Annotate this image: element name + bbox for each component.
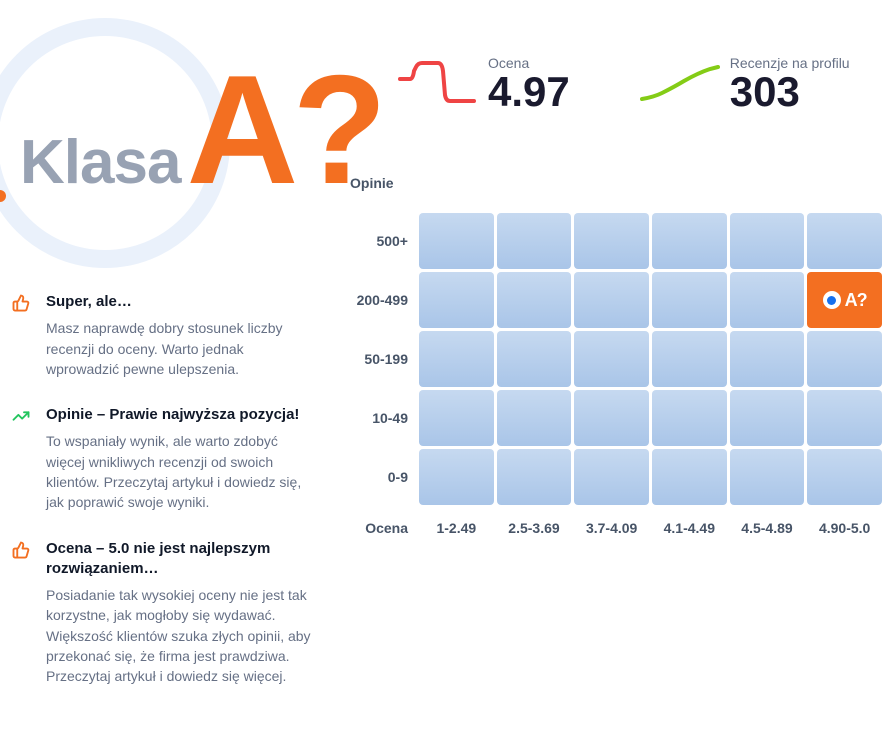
chart-row-label: 500+	[334, 233, 416, 249]
chart-spacer	[334, 170, 882, 210]
hero-klasa-label: Klasa	[20, 127, 180, 198]
thumbs-up-icon	[12, 292, 32, 379]
chart-cell	[497, 272, 572, 328]
chart-row-label: 200-499	[334, 292, 416, 308]
chart-col-label: 1-2.49	[419, 520, 494, 536]
chart-cell	[730, 390, 805, 446]
chart-cell	[419, 449, 494, 505]
chart-cell	[419, 272, 494, 328]
metric-score-value: 4.97	[488, 71, 570, 113]
thumbs-up-icon	[12, 539, 32, 687]
metric-reviews: Recenzje na profilu 303	[640, 55, 850, 113]
chart-cell	[652, 390, 727, 446]
insight-item: Super, ale… Masz naprawdę dobry stosunek …	[12, 292, 312, 379]
chart-cell: A?	[807, 272, 882, 328]
chart-cell	[807, 331, 882, 387]
chart-grid: 500+ 200-499 A? 50-199 10-49 0-9 Ocena1-2.492.…	[334, 170, 882, 548]
chart-cell	[574, 390, 649, 446]
chart-cell	[730, 272, 805, 328]
chart-col-label: 4.90-5.0	[807, 520, 882, 536]
chart-row-label: 50-199	[334, 351, 416, 367]
hero-grade-value: A?	[186, 60, 381, 200]
chart-col-label: 4.5-4.89	[730, 520, 805, 536]
chart-cell	[419, 390, 494, 446]
chart-cell	[574, 272, 649, 328]
hero-grade: Klasa A?	[20, 60, 381, 200]
chart-cell	[730, 331, 805, 387]
insight-item: Opinie – Prawie najwyższa pozycja! To wsp…	[12, 405, 312, 512]
insight-item: Ocena – 5.0 nie jest najlepszym rozwiąza…	[12, 539, 312, 687]
chart-cell	[574, 213, 649, 269]
chart-cell	[652, 331, 727, 387]
chart-cell	[419, 213, 494, 269]
metrics-row: Ocena 4.97 Recenzje na profilu 303	[398, 55, 882, 113]
chart-cell	[497, 390, 572, 446]
insights-list: Super, ale… Masz naprawdę dobry stosunek …	[12, 292, 312, 713]
chart-cell	[574, 331, 649, 387]
insight-title: Opinie – Prawie najwyższa pozycja!	[46, 405, 312, 425]
insight-body: Posiadanie tak wysokiej oceny nie jest t…	[46, 585, 312, 686]
metric-score: Ocena 4.97	[398, 55, 570, 113]
insight-title: Ocena – 5.0 nie jest najlepszym rozwiąza…	[46, 539, 312, 580]
insight-body: To wspaniały wynik, ale warto zdobyć wię…	[46, 431, 312, 512]
chart-cell	[652, 213, 727, 269]
chart-x-axis-title: Ocena	[334, 520, 416, 536]
score-spark-icon	[398, 59, 478, 109]
chart-active-label: A?	[845, 290, 867, 311]
chart-cell	[497, 449, 572, 505]
insight-title: Super, ale…	[46, 292, 312, 312]
chart-cell	[807, 390, 882, 446]
chart-row-label: 10-49	[334, 410, 416, 426]
chart-cell	[652, 449, 727, 505]
chart-cell	[574, 449, 649, 505]
chart-cell	[497, 213, 572, 269]
metric-reviews-value: 303	[730, 71, 850, 113]
chart-col-label: 2.5-3.69	[497, 520, 572, 536]
insight-body: Masz naprawdę dobry stosunek liczby rece…	[46, 318, 312, 379]
chart-cell	[730, 449, 805, 505]
reviews-spark-icon	[640, 59, 720, 109]
chart-cell	[730, 213, 805, 269]
chart-row-label: 0-9	[334, 469, 416, 485]
chart-cell	[807, 213, 882, 269]
chart-cell	[807, 449, 882, 505]
heatmap-chart: Opinie 500+200-499A?50-19910-490-9Ocena1…	[334, 170, 882, 548]
trend-up-icon	[12, 405, 32, 512]
chart-col-label: 3.7-4.09	[574, 520, 649, 536]
chart-cell	[419, 331, 494, 387]
chart-col-label: 4.1-4.49	[652, 520, 727, 536]
chart-active-marker-icon	[823, 291, 841, 309]
chart-cell	[652, 272, 727, 328]
chart-cell	[497, 331, 572, 387]
